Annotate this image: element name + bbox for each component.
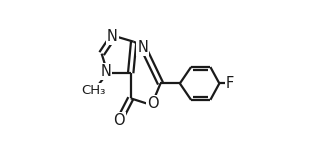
Text: F: F	[226, 76, 234, 91]
Text: N: N	[100, 64, 111, 79]
Text: CH₃: CH₃	[81, 84, 106, 97]
Text: O: O	[148, 96, 159, 111]
Text: N: N	[107, 29, 118, 44]
Text: N: N	[137, 40, 148, 55]
Text: O: O	[113, 113, 125, 128]
